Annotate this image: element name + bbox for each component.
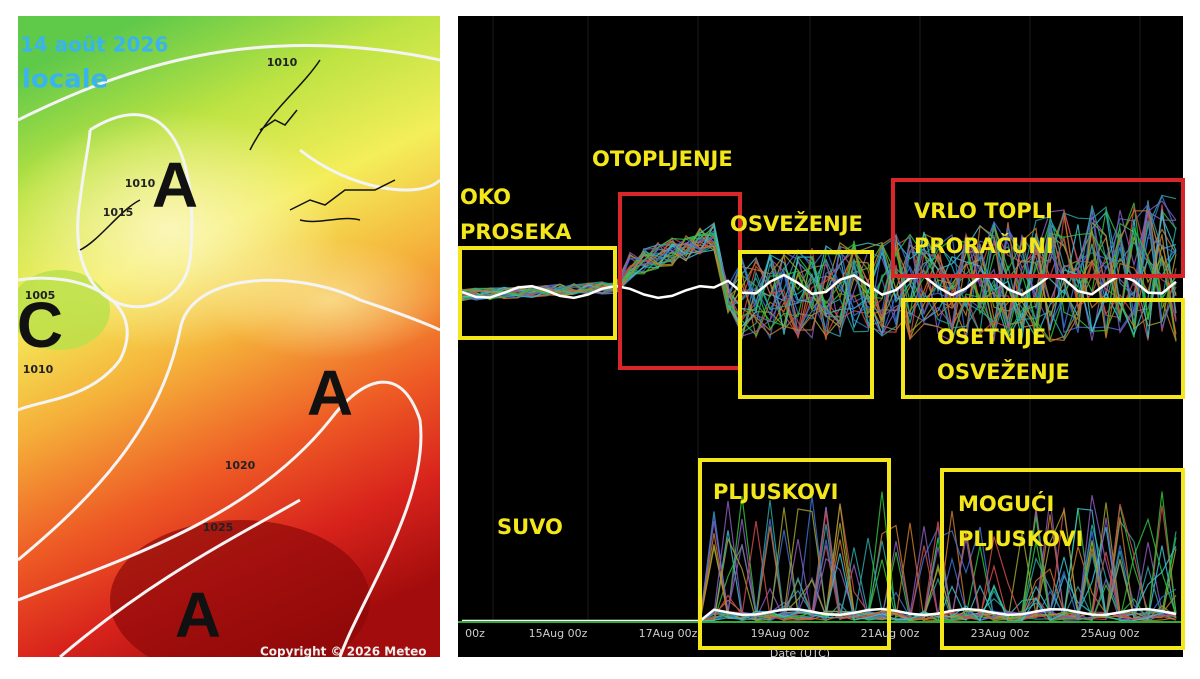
x-tick-label: 25Aug 00z [1081, 627, 1140, 640]
x-tick-label: 23Aug 00z [971, 627, 1030, 640]
annotation-text: OKO [460, 185, 511, 209]
ensemble-line [461, 227, 1177, 342]
annotation-box [458, 246, 617, 340]
annotation-text: PLJUSKOVI [713, 480, 838, 504]
annotation-box [901, 298, 1185, 399]
pressure-map: i 14 août 2026 locale 1010 1010 1015 1005 1010… [6, 16, 440, 659]
pressure-center: A [307, 357, 353, 429]
isobar-label: 1020 [225, 459, 256, 472]
annotation-box [891, 178, 1185, 278]
pressure-center: A [152, 149, 198, 221]
map-copyright: Copyright © 2026 Meteo [260, 645, 427, 659]
map-date: i 14 août 2026 [6, 33, 168, 57]
x-tick-label: 15Aug 00z [529, 627, 588, 640]
isobar-label: 1010 [23, 363, 54, 376]
annotation-text: OSVEŽENJE [937, 359, 1070, 384]
annotation-box [698, 458, 891, 650]
annotation-text: OTOPLJENJE [592, 147, 733, 171]
isobar-label: 1015 [103, 206, 134, 219]
annotation-text: OSVEŽENJE [730, 211, 863, 236]
ensemble-line [461, 226, 1177, 335]
annotation-text: PROSEKA [460, 220, 572, 244]
annotation-box [738, 250, 874, 399]
annotation-text: PRORAČUNI [914, 233, 1054, 258]
annotation-text: OSETNIJE [937, 325, 1046, 349]
map-subtitle: locale [22, 65, 108, 95]
pressure-center: A [175, 579, 221, 651]
annotation-text: VRLO TOPLI [914, 199, 1053, 223]
x-tick-label: 21Aug 00z [861, 627, 920, 640]
isobar-label: 1025 [203, 521, 234, 534]
isobar-label: 1010 [125, 177, 156, 190]
ensemble-chart: OKO PROSEKA OTOPLJENJE OSVEŽENJE VRLO TOPLI P… [458, 16, 1185, 657]
annotation-text: PLJUSKOVI [958, 527, 1083, 551]
annotation-text: MOGUĆI [958, 491, 1054, 516]
isobar-label: 1010 [267, 56, 298, 69]
pressure-center: C [17, 289, 63, 361]
x-axis-label: Date (UTC) [770, 647, 830, 660]
annotation-text: SUVO [497, 515, 563, 539]
annotation-box [940, 468, 1185, 650]
x-tick-label: 00z [465, 627, 485, 640]
isobar-label: 1005 [25, 289, 56, 302]
x-tick-label: 17Aug 00z [639, 627, 698, 640]
x-tick-label: 19Aug 00z [751, 627, 810, 640]
